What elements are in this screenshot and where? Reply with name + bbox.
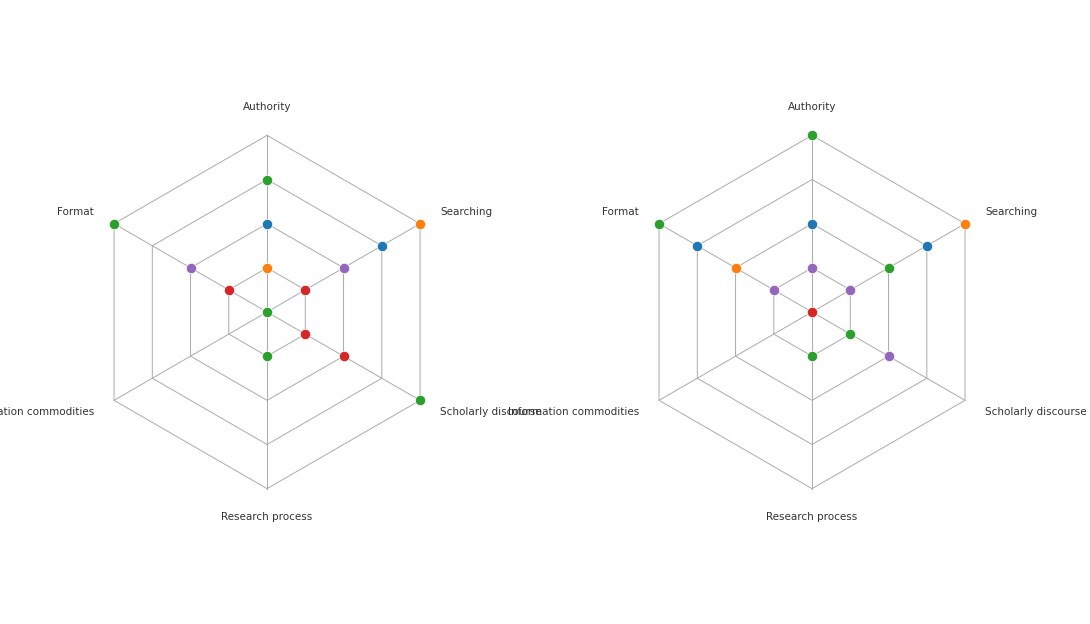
Text: Authority: Authority [788,102,836,112]
Point [106,218,123,228]
Point [841,285,859,295]
Point [651,218,668,228]
Point [258,263,276,273]
Point [880,263,897,273]
Text: Research process: Research process [766,512,858,522]
Point [296,285,314,295]
Point [335,263,352,273]
Point [296,329,314,339]
Point [258,307,276,317]
Point [182,263,199,273]
Point [258,307,276,317]
Text: Format: Format [58,207,94,217]
Point [803,307,821,317]
Point [296,329,314,339]
Point [956,218,973,228]
Point [803,218,821,228]
Text: Scholarly discourse: Scholarly discourse [985,407,1087,417]
Text: Scholarly discourse: Scholarly discourse [440,407,542,417]
Point [841,285,859,295]
Point [258,263,276,273]
Point [803,351,821,361]
Point [411,218,428,228]
Point [841,329,859,339]
Point [258,351,276,361]
Point [258,218,276,228]
Point [803,130,821,140]
Point [258,218,276,228]
Point [689,241,706,251]
Text: Information commodities: Information commodities [0,407,94,417]
Point [335,263,352,273]
Point [258,307,276,317]
Text: Authority: Authority [243,102,291,112]
Point [918,241,935,251]
Point [765,285,783,295]
Point [258,307,276,317]
Point [880,351,897,361]
Text: Format: Format [603,207,639,217]
Text: Research process: Research process [221,512,313,522]
Point [411,396,428,406]
Text: Information commodities: Information commodities [508,407,639,417]
Text: Searching: Searching [985,207,1037,217]
Point [803,307,821,317]
Point [220,285,238,295]
Point [727,263,744,273]
Point [803,307,821,317]
Point [803,263,821,273]
Point [258,175,276,185]
Point [803,263,821,273]
Point [258,307,276,317]
Point [765,285,783,295]
Point [803,307,821,317]
Point [373,241,390,251]
Point [335,351,352,361]
Text: Searching: Searching [440,207,492,217]
